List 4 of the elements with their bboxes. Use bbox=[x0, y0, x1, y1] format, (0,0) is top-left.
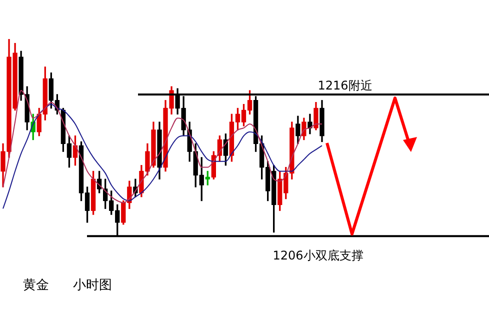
text: 小时图 bbox=[73, 277, 112, 294]
text: 黄金 bbox=[23, 277, 49, 294]
ref-line-label: 1216附近 bbox=[318, 78, 372, 93]
ref-line-label: 1206小双底支撑 bbox=[272, 248, 364, 262]
